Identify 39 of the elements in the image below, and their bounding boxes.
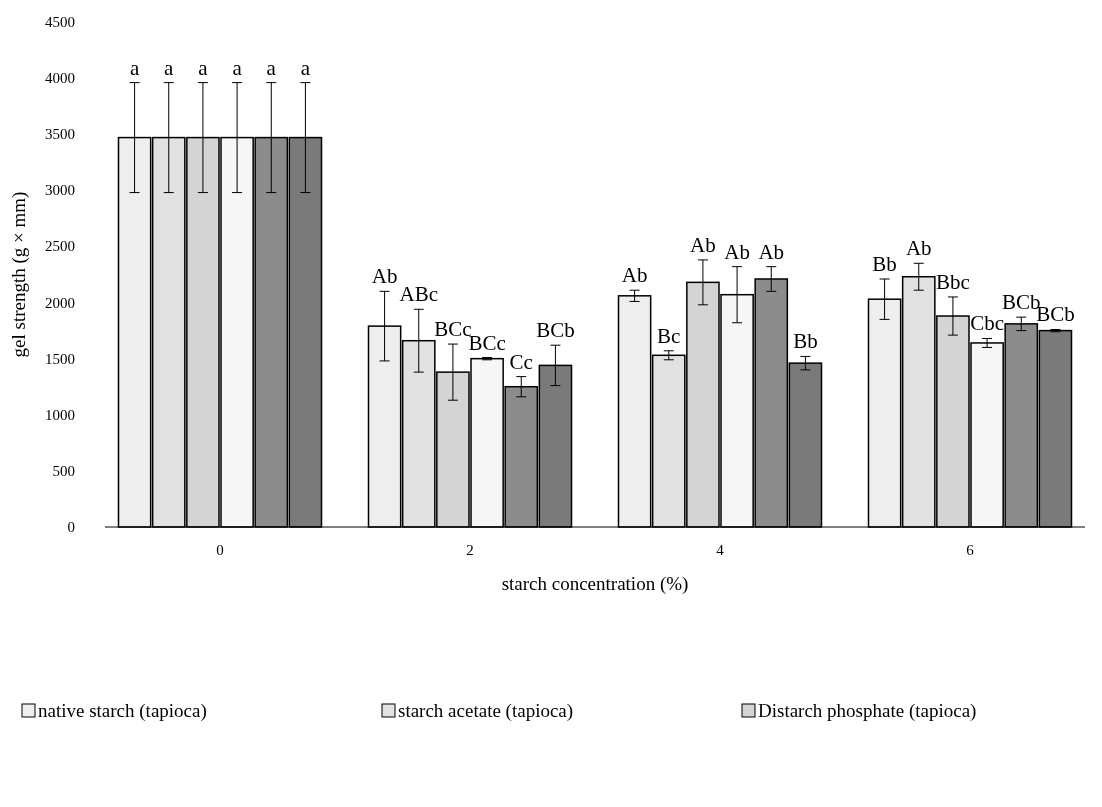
data-label: a	[266, 55, 277, 80]
y-tick-label: 2500	[45, 238, 75, 255]
x-axis-title: starch concentration (%)	[501, 573, 689, 595]
y-tick-label: 1000	[45, 406, 75, 423]
x-tick-label: 0	[216, 542, 224, 558]
y-tick-label: 4500	[45, 14, 75, 30]
y-tick-label: 1500	[45, 350, 75, 367]
data-label: Bbc	[936, 269, 970, 294]
data-label: a	[232, 55, 243, 80]
data-label: Bb	[793, 329, 818, 354]
data-label: Ab	[758, 239, 785, 264]
data-label: Cbc	[970, 311, 1004, 336]
data-label: a	[300, 55, 311, 80]
legend-label: Distarch phosphate (tapioca)	[758, 700, 977, 722]
y-tick-label: 2000	[45, 294, 75, 311]
data-label: Ab	[621, 263, 648, 288]
y-tick-label: 0	[67, 519, 75, 535]
x-tick-label: 6	[966, 542, 975, 558]
data-label: Ab	[724, 239, 750, 264]
data-label: Bc	[657, 323, 681, 348]
y-tick-label: 3000	[45, 182, 75, 199]
data-label: BCb	[536, 318, 575, 343]
legend-label: starch acetate (tapioca)	[398, 700, 574, 722]
data-label: Ab	[905, 236, 932, 261]
data-label: a	[198, 55, 209, 80]
data-label: Ab	[690, 232, 716, 257]
x-tick-label: 2	[466, 542, 474, 558]
y-tick-label: 3500	[45, 126, 75, 143]
legend-label: native starch (tapioca)	[38, 700, 207, 722]
data-label: ABc	[399, 282, 438, 307]
y-tick-label: 4000	[45, 70, 75, 87]
data-label: Bb	[872, 251, 897, 276]
y-axis-title: gel strength (g × mm)	[8, 191, 30, 358]
x-tick-label: 4	[716, 542, 725, 558]
data-label: Ab	[371, 264, 398, 289]
data-label: a	[164, 55, 175, 80]
y-tick-label: 500	[52, 462, 75, 479]
data-label: Cc	[509, 349, 533, 374]
data-label: a	[129, 55, 140, 80]
